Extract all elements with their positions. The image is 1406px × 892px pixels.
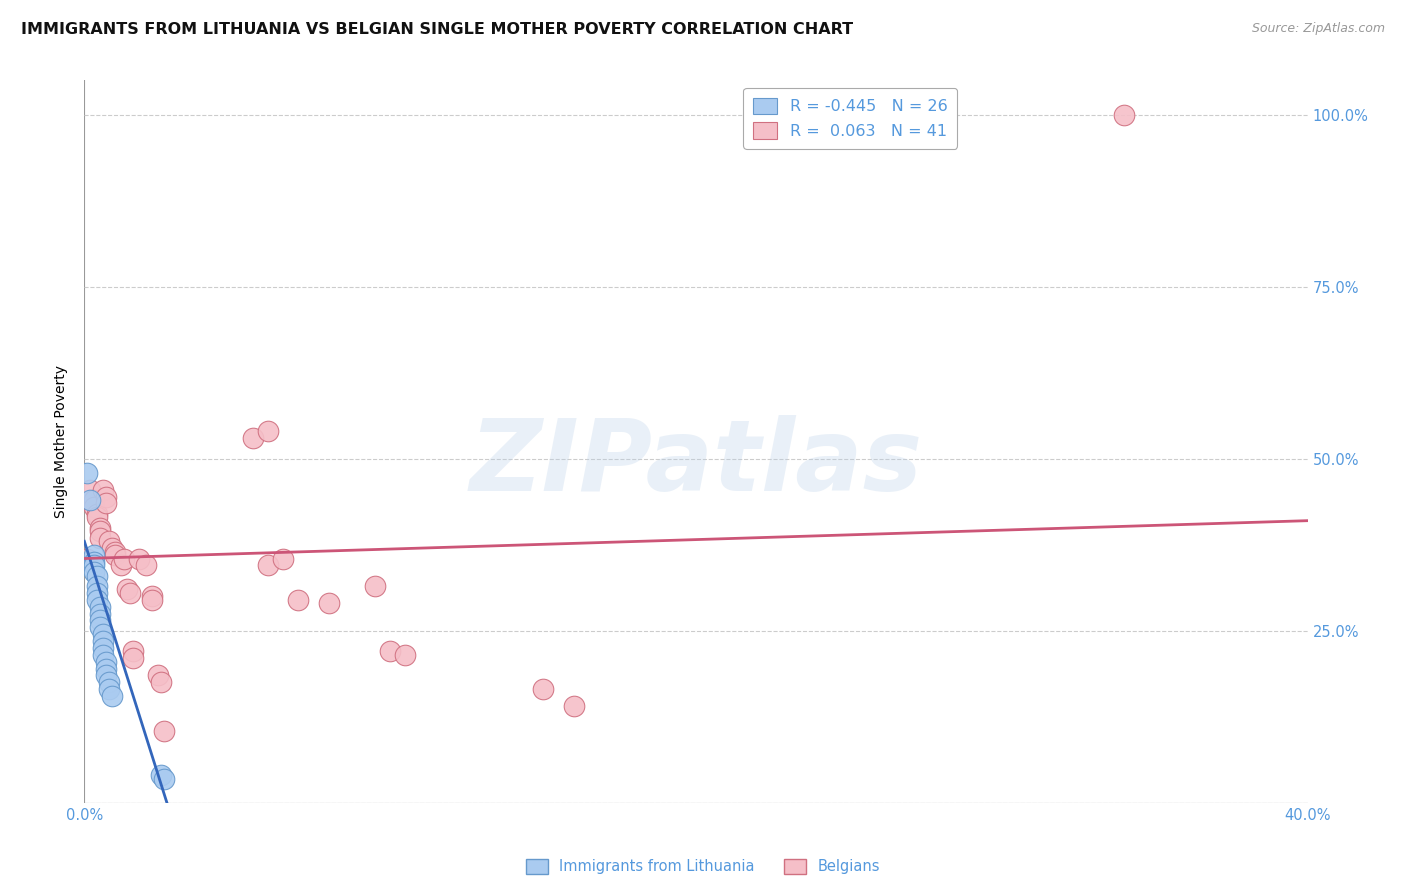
Point [257, 558, 280, 573]
Point [94, 668, 117, 682]
Point [394, 648, 416, 662]
Point [89, 520, 111, 534]
Point [89, 614, 111, 628]
Point [89, 524, 111, 538]
Point [83, 500, 105, 514]
Point [89, 599, 111, 614]
Point [91, 483, 114, 497]
Point [135, 558, 157, 573]
Point [94, 662, 117, 676]
Point [380, 644, 402, 658]
Y-axis label: Single Mother Poverty: Single Mother Poverty [55, 365, 69, 518]
Point [242, 431, 264, 445]
Point [79, 493, 101, 508]
Point [94, 655, 117, 669]
Point [104, 544, 127, 558]
Point [89, 531, 111, 545]
Point [141, 590, 163, 604]
Point [91, 634, 114, 648]
Point [101, 689, 124, 703]
Point [122, 651, 145, 665]
Point [153, 723, 176, 738]
Point [122, 644, 145, 658]
Point [1114, 108, 1136, 122]
Point [149, 768, 172, 782]
Point [97, 682, 120, 697]
Point [86, 592, 108, 607]
Point [86, 579, 108, 593]
Point [83, 558, 105, 573]
Point [86, 568, 108, 582]
Point [83, 566, 105, 580]
Text: Source: ZipAtlas.com: Source: ZipAtlas.com [1251, 22, 1385, 36]
Point [318, 596, 340, 610]
Point [86, 507, 108, 521]
Point [562, 699, 585, 714]
Point [120, 586, 142, 600]
Point [149, 675, 172, 690]
Point [94, 496, 117, 510]
Legend: Immigrants from Lithuania, Belgians: Immigrants from Lithuania, Belgians [520, 853, 886, 880]
Point [146, 668, 169, 682]
Point [153, 772, 176, 786]
Legend: R = -0.445   N = 26, R =  0.063   N = 41: R = -0.445 N = 26, R = 0.063 N = 41 [744, 88, 957, 149]
Point [76, 466, 98, 480]
Point [115, 582, 138, 597]
Point [141, 592, 163, 607]
Point [531, 682, 554, 697]
Point [79, 483, 101, 497]
Point [83, 555, 105, 569]
Point [287, 592, 309, 607]
Point [364, 579, 387, 593]
Point [76, 551, 98, 566]
Point [104, 548, 127, 562]
Text: ZIPatlas: ZIPatlas [470, 415, 922, 512]
Point [94, 490, 117, 504]
Point [91, 640, 114, 655]
Point [101, 541, 124, 556]
Text: IMMIGRANTS FROM LITHUANIA VS BELGIAN SINGLE MOTHER POVERTY CORRELATION CHART: IMMIGRANTS FROM LITHUANIA VS BELGIAN SIN… [21, 22, 853, 37]
Point [91, 648, 114, 662]
Point [89, 607, 111, 621]
Point [97, 534, 120, 549]
Point [91, 627, 114, 641]
Point [97, 675, 120, 690]
Point [83, 493, 105, 508]
Point [271, 551, 294, 566]
Point [83, 548, 105, 562]
Point [110, 558, 132, 573]
Point [128, 551, 150, 566]
Point [86, 510, 108, 524]
Point [86, 586, 108, 600]
Point [89, 620, 111, 634]
Point [112, 551, 135, 566]
Point [257, 424, 280, 438]
